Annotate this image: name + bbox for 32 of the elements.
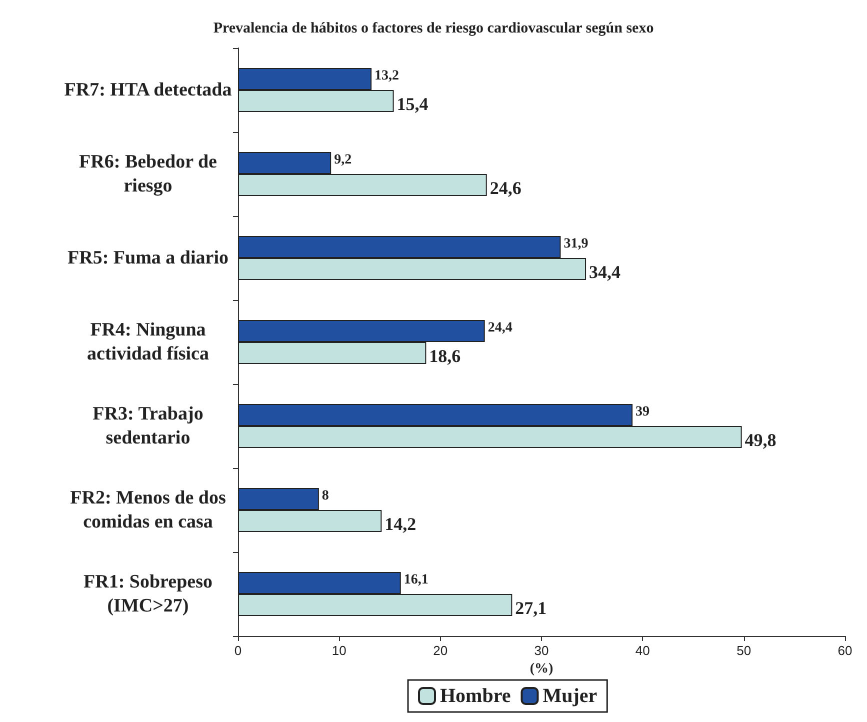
data-label: 39 [636, 404, 650, 420]
data-label: 16,1 [404, 572, 428, 588]
y-tick-label: FR1: Sobrepeso (IMC>27) [84, 572, 212, 616]
data-label: 31,9 [564, 236, 588, 252]
x-tick-label: 10 [332, 643, 346, 658]
x-tick-label: 40 [635, 643, 650, 658]
y-tick-label: FR2: Menos de dos comidas en casa [70, 488, 226, 532]
data-label: 27,1 [515, 598, 547, 618]
x-tick-label: 30 [534, 643, 549, 658]
x-tick-label: 20 [433, 643, 448, 658]
data-label: 8 [322, 488, 329, 504]
data-label: 14,2 [384, 514, 416, 534]
data-label: 15,4 [396, 94, 428, 114]
legend-label: Hombre [440, 685, 511, 707]
y-tick-label: FR5: Fuma a diario [68, 248, 228, 268]
y-tick-label: FR7: HTA detectada [64, 80, 232, 100]
data-label: 9,2 [334, 152, 352, 168]
data-label: 49,8 [744, 430, 776, 450]
data-label: 24,6 [490, 178, 522, 198]
x-tick-label: 60 [838, 643, 852, 658]
data-label: 13,2 [374, 68, 400, 84]
x-tick-label: 0 [234, 643, 242, 658]
legend-label: Mujer [542, 685, 598, 707]
chart-title: Prevalencia de hábitos o factores de riesgo cardiovascular según sexo [213, 20, 654, 36]
y-tick-label: FR3: Trabajo sedentario [92, 404, 204, 448]
data-label: 34,4 [589, 262, 621, 282]
x-tick-label: 50 [736, 643, 752, 658]
x-axis-title: (%) [530, 662, 554, 676]
y-tick-label: FR6: Bebedor de riesgo [79, 152, 217, 196]
data-label: 18,6 [429, 346, 461, 366]
y-tick-label: FR4: Ninguna actividad física [87, 320, 210, 364]
data-label: 24,4 [488, 320, 512, 336]
